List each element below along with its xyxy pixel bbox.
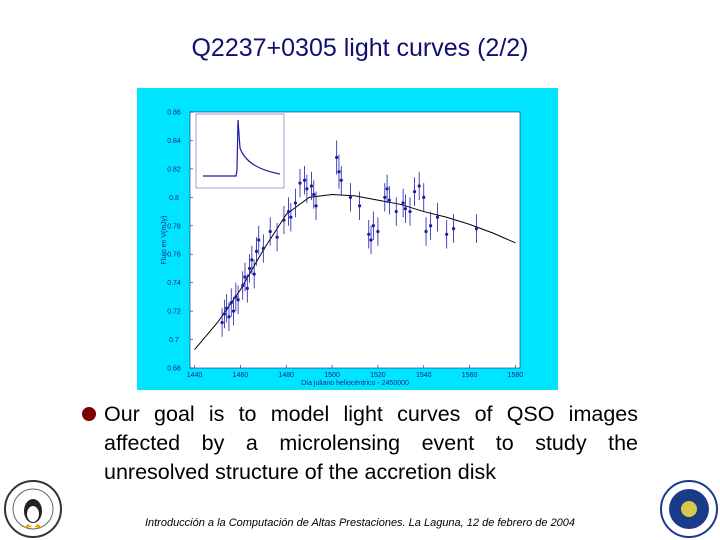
- data-point: [247, 266, 252, 271]
- data-point: [387, 198, 391, 202]
- data-point: [231, 309, 236, 313]
- data-point: [429, 224, 433, 228]
- logo-right: [660, 480, 718, 538]
- y-tick-label: 0.72: [167, 309, 181, 316]
- data-point: [348, 195, 353, 199]
- data-point: [474, 227, 479, 231]
- data-point: [385, 187, 389, 191]
- data-point: [282, 218, 286, 222]
- data-point: [394, 209, 398, 214]
- y-axis-label: Flujo en V(mJy): [161, 215, 168, 264]
- data-point: [289, 215, 293, 219]
- x-tick-label: 1500: [324, 372, 340, 379]
- bullet-icon: [82, 407, 96, 421]
- data-point: [435, 215, 440, 219]
- data-point: [369, 238, 373, 242]
- data-point: [229, 300, 233, 305]
- data-point: [312, 192, 316, 197]
- data-point: [227, 315, 231, 319]
- data-point: [305, 187, 309, 191]
- data-point: [408, 209, 412, 214]
- data-point: [293, 201, 298, 205]
- data-point: [337, 170, 341, 174]
- data-point: [241, 283, 245, 288]
- data-point: [367, 232, 371, 236]
- data-point: [339, 178, 343, 182]
- data-point: [357, 204, 362, 208]
- data-point: [424, 229, 428, 234]
- data-point: [268, 229, 272, 234]
- data-point: [252, 272, 256, 276]
- y-tick-label: 0.82: [167, 166, 181, 173]
- data-point: [298, 181, 302, 185]
- x-tick-label: 1540: [416, 372, 432, 379]
- y-tick-label: 0.84: [167, 138, 181, 145]
- data-point: [314, 204, 318, 208]
- data-point: [286, 209, 291, 214]
- bullet-text: Our goal is to model light curves of QSO…: [104, 402, 638, 484]
- data-point: [445, 232, 449, 236]
- data-point: [383, 195, 387, 199]
- x-tick-label: 1580: [508, 372, 524, 379]
- data-point: [222, 312, 226, 316]
- x-tick-label: 1460: [233, 372, 249, 379]
- inset-curve: [203, 119, 281, 177]
- x-tick-label: 1480: [278, 372, 294, 379]
- x-axis-label: Día juliano heliocéntrico - 2450000: [301, 380, 409, 387]
- data-point: [220, 320, 224, 325]
- logo-left: [4, 480, 62, 538]
- data-point: [254, 249, 259, 253]
- x-tick-label: 1440: [187, 372, 203, 379]
- data-point: [309, 184, 314, 188]
- data-point: [261, 246, 265, 251]
- y-tick-label: 0.68: [167, 366, 181, 373]
- data-point: [257, 238, 261, 242]
- data-point: [236, 298, 240, 302]
- y-tick-label: 0.78: [167, 223, 181, 230]
- data-point: [250, 258, 254, 262]
- data-point: [403, 207, 408, 211]
- data-point: [302, 178, 307, 182]
- data-point: [371, 224, 375, 228]
- chart: 0.68 0.7 0.72 0.74 0.76 0.78 0.8 0.82 0.84 0.86 14…: [137, 88, 558, 390]
- data-point: [412, 190, 417, 194]
- inset: [195, 113, 285, 189]
- y-tick-label: 0.8: [169, 195, 179, 202]
- x-tick-label: 1560: [462, 372, 478, 379]
- y-tick-label: 0.74: [167, 280, 181, 287]
- data-point: [401, 201, 405, 205]
- y-tick-label: 0.86: [167, 110, 181, 117]
- model-curve: [194, 193, 516, 350]
- x-tick-label: 1520: [370, 372, 386, 379]
- data-point: [243, 275, 247, 279]
- footer: Introducción a la Computación de Altas P…: [144, 517, 576, 529]
- data-point: [275, 235, 279, 239]
- data-point: [335, 155, 339, 160]
- y-tick-label: 0.7: [169, 337, 179, 344]
- data-point: [234, 295, 238, 299]
- data-point: [245, 286, 249, 290]
- data-point: [225, 306, 229, 310]
- data-point: [376, 229, 380, 234]
- y-tick-label: 0.76: [167, 252, 181, 259]
- data-point: [451, 227, 456, 231]
- data-point: [417, 184, 421, 188]
- title: Q2237+0305 light curves (2/2): [191, 34, 529, 62]
- data-point: [422, 195, 426, 199]
